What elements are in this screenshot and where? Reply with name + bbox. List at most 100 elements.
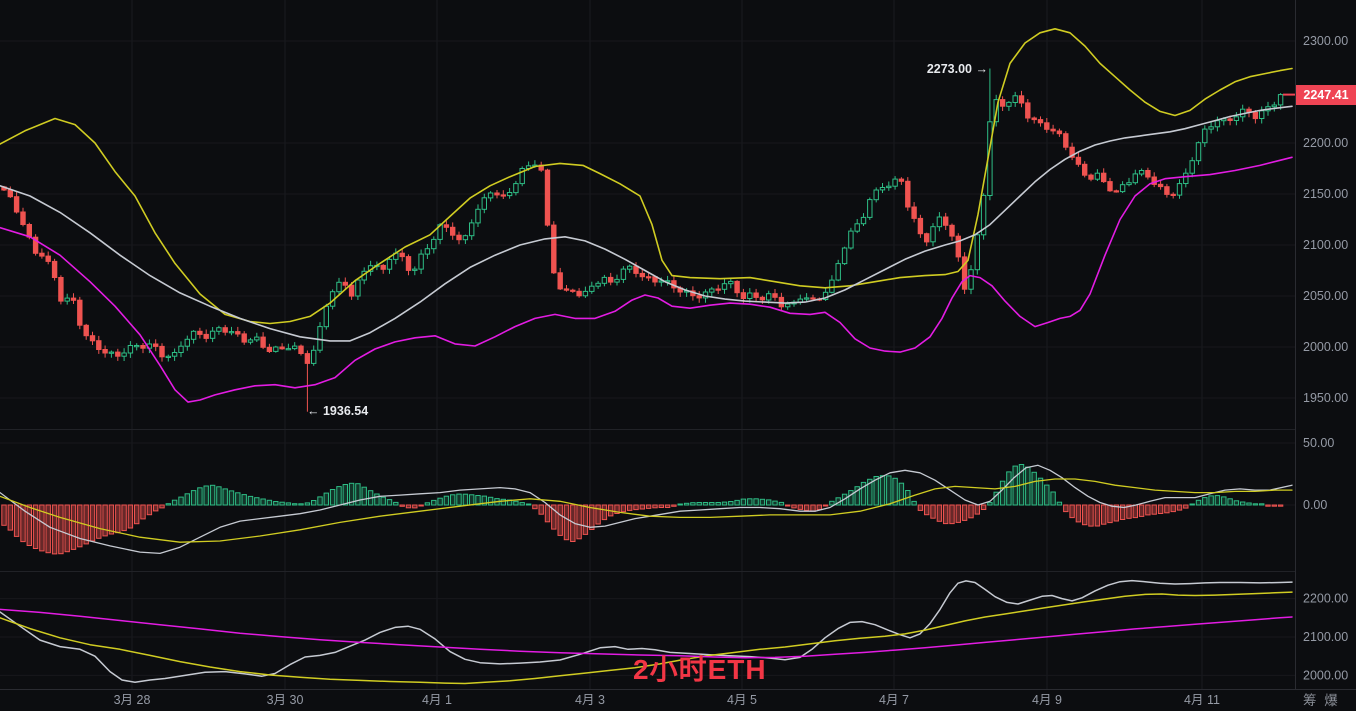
candle-body: [190, 330, 197, 340]
candle-body: [1063, 133, 1069, 148]
candle-body: [968, 269, 974, 290]
candle-body: [1271, 104, 1277, 108]
candle-body: [917, 217, 924, 235]
candle-body: [102, 349, 108, 354]
x-axis-label: 4月 9: [1032, 693, 1062, 707]
macd-histogram-bar: [589, 504, 595, 530]
candle-body: [418, 253, 424, 270]
macd-histogram-bar: [791, 504, 797, 509]
candle-body: [399, 252, 405, 258]
macd-histogram-bar: [1069, 504, 1075, 519]
candle-body: [924, 233, 930, 243]
candle-body: [1037, 119, 1044, 124]
candle-body: [216, 327, 222, 332]
macd-histogram-bar: [544, 504, 551, 523]
candle-body: [317, 326, 323, 351]
candle-body: [1145, 170, 1151, 178]
candle-body: [58, 277, 64, 302]
candle-body: [867, 199, 873, 218]
candle-body: [513, 183, 519, 194]
candle-body: [424, 248, 431, 255]
candle-body: [943, 216, 949, 226]
macd-histogram-bar: [58, 504, 64, 555]
macd-histogram-bar: [1006, 471, 1012, 506]
candle-body: [1233, 116, 1240, 122]
macd-histogram-bar: [627, 504, 633, 511]
macd-histogram-bar: [1050, 491, 1056, 506]
macd-histogram-bar: [797, 504, 803, 510]
candle-body: [431, 238, 437, 250]
macd-histogram-bar: [146, 504, 153, 516]
candle-body: [1138, 170, 1145, 175]
candle-body: [860, 216, 867, 225]
macd-histogram-bar: [873, 476, 879, 506]
macd-histogram-bar: [437, 497, 443, 506]
macd-histogram-bar: [1113, 504, 1119, 522]
grid-layer: [0, 0, 1295, 689]
macd-histogram-bar: [1227, 498, 1233, 506]
macd-histogram-bar: [1164, 504, 1170, 514]
macd-histogram-bar: [854, 486, 860, 506]
candle-body: [627, 265, 633, 270]
macd-histogram-bar: [917, 504, 924, 511]
macd-histogram-bar: [620, 504, 627, 513]
macd-histogram-bar: [1101, 504, 1107, 525]
macd-histogram-bar: [1075, 504, 1082, 523]
macd-histogram-bar: [108, 504, 115, 535]
candle-body: [1164, 186, 1170, 195]
candle-body: [728, 280, 734, 285]
macd-histogram-bar: [412, 504, 418, 509]
macd-histogram-bar: [519, 502, 525, 506]
macd-histogram-bar: [1037, 477, 1044, 506]
macd-histogram-bar: [614, 504, 620, 514]
macd-histogram-bar: [715, 502, 721, 506]
y-axis-label: 2200.00: [1303, 136, 1348, 150]
macd-histogram-bar: [753, 498, 759, 506]
macd-histogram-bar: [1, 504, 7, 526]
last-price-badge[interactable]: 2247.41: [1296, 85, 1356, 105]
macd-histogram-bar: [1221, 496, 1227, 506]
candle-body: [348, 284, 355, 297]
macd-histogram-bar: [336, 486, 342, 506]
macd-histogram-bar: [785, 504, 791, 507]
macd-histogram-bar: [601, 504, 608, 521]
candle-body: [115, 351, 121, 357]
macd-histogram-bar: [424, 502, 431, 506]
macd-histogram-bar: [924, 504, 930, 516]
ma-panel-layer: [0, 579, 1293, 685]
candle-body: [178, 345, 184, 354]
candle-body: [961, 256, 968, 290]
candle-body: [822, 291, 829, 300]
macd-histogram-bar: [140, 504, 146, 520]
candle-body: [766, 293, 772, 301]
macd-histogram-bar: [209, 484, 216, 506]
candle-body: [1170, 193, 1176, 197]
macd-histogram-bar: [273, 501, 279, 506]
candle-body: [228, 331, 235, 334]
macd-histogram-bar: [1126, 504, 1132, 519]
candle-body: [1025, 102, 1031, 119]
macd-histogram-bar: [399, 504, 405, 507]
macd-histogram-bar: [822, 504, 829, 507]
candle-body: [639, 272, 645, 278]
y-axis-label: 1950.00: [1303, 391, 1348, 405]
macd-histogram-bar: [728, 501, 734, 506]
macd-histogram-bar: [1031, 471, 1037, 506]
macd-histogram-bar: [304, 502, 311, 506]
macd-histogram-bar: [860, 481, 867, 506]
macd-histogram-bar: [418, 504, 424, 507]
candle-body: [1176, 183, 1183, 196]
candle-body: [841, 247, 848, 265]
candle-body: [570, 289, 576, 292]
macd-histogram-bar: [1132, 504, 1138, 519]
candle-body: [1277, 94, 1284, 106]
candle-body: [1018, 95, 1025, 104]
candle-body: [184, 338, 191, 347]
candle-body: [892, 178, 898, 187]
candle-body: [980, 194, 987, 236]
candle-body: [487, 192, 494, 199]
macd-histogram-bar: [538, 504, 544, 515]
macd-histogram-bar: [279, 501, 285, 506]
candle-body: [696, 295, 702, 299]
